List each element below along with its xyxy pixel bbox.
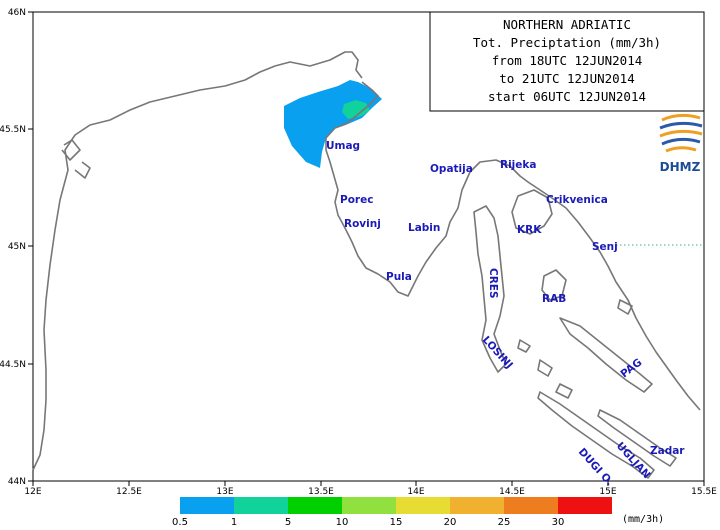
lat-tick-label: 45.5N xyxy=(0,125,26,135)
title-line-from: from 18UTC 12JUN2014 xyxy=(492,53,643,68)
legend-swatch xyxy=(234,497,288,514)
legend-bound-label: 1 xyxy=(231,517,237,528)
lon-tick-label: 15.5E xyxy=(691,487,717,497)
lat-tick-label: 44N xyxy=(8,477,26,487)
legend-bound-label: 25 xyxy=(498,517,511,528)
lon-tick-label: 15E xyxy=(599,487,616,497)
lon-tick-label: 14.5E xyxy=(499,487,525,497)
place-label-krk: KRK xyxy=(517,224,542,236)
legend-bound-label: 15 xyxy=(390,517,403,528)
lon-tick-label: 13E xyxy=(216,487,233,497)
legend-bound-label: 0.5 xyxy=(172,517,188,528)
dhmz-logo-text: DHMZ xyxy=(660,160,701,174)
lon-tick-label: 12.5E xyxy=(116,487,142,497)
title-line-region: NORTHERN ADRIATIC xyxy=(503,17,631,32)
legend-swatch xyxy=(450,497,504,514)
lon-tick-label: 14E xyxy=(407,487,424,497)
place-label-senj: Senj xyxy=(592,241,618,253)
island-small-chain xyxy=(517,299,633,399)
place-label-umag: Umag xyxy=(326,140,360,152)
legend-swatch xyxy=(396,497,450,514)
place-label-labin: Labin xyxy=(408,222,440,234)
island-cres-losinj xyxy=(473,205,507,373)
lat-tick-label: 44.5N xyxy=(0,360,26,370)
island-ugljan xyxy=(597,409,677,467)
place-label-zadar: Zadar xyxy=(650,445,685,457)
place-label-rijeka: Rijeka xyxy=(500,159,536,171)
coastline-istria xyxy=(325,81,701,411)
island-krk xyxy=(511,189,553,235)
legend-unit-label: (mm/3h) xyxy=(622,514,664,525)
title-box xyxy=(429,11,705,112)
title-line-to: to 21UTC 12JUN2014 xyxy=(499,71,634,86)
lat-axis: 46N 45.5N 45N 44.5N 44N xyxy=(0,8,33,487)
title-line-start: start 06UTC 12JUN2014 xyxy=(488,89,646,104)
legend-bound-label: 10 xyxy=(336,517,349,528)
precip-area-1-5 xyxy=(342,100,370,119)
legend-swatch xyxy=(288,497,342,514)
place-label-opatija: Opatija xyxy=(430,163,473,175)
legend-swatch xyxy=(342,497,396,514)
island-rab xyxy=(541,269,567,301)
lon-tick-label: 13.5E xyxy=(308,487,334,497)
island-dugi-otok xyxy=(537,391,655,479)
place-label-cres: CRES xyxy=(487,268,499,299)
coastline-po-delta xyxy=(61,139,91,179)
legend-swatch xyxy=(180,497,234,514)
dhmz-logo-mark xyxy=(659,113,703,153)
island-pag xyxy=(559,317,653,393)
place-label-crikvenica: Crikvenica xyxy=(546,194,608,206)
place-label-rab: RAB xyxy=(542,293,566,305)
lon-tick-label: 12E xyxy=(24,487,41,497)
dhmz-logo: DHMZ xyxy=(659,113,703,174)
legend-swatch xyxy=(504,497,558,514)
legend-bound-label: 5 xyxy=(285,517,291,528)
legend-bound-label: 30 xyxy=(552,517,565,528)
lat-tick-label: 46N xyxy=(8,8,26,18)
place-label-pula: Pula xyxy=(386,271,412,283)
place-label-rovinj: Rovinj xyxy=(344,218,381,230)
place-label-porec: Porec xyxy=(340,194,373,206)
legend-bound-label: 20 xyxy=(444,517,457,528)
lat-tick-label: 45N xyxy=(8,242,26,252)
lon-axis: 12E 12.5E 13E 13.5E 14E 14.5E 15E 15.5E xyxy=(24,481,717,497)
legend-colorbar: 0.5 1 5 10 15 20 25 30 (mm/3h) xyxy=(172,497,664,528)
legend-swatch xyxy=(558,497,612,514)
title-line-variable: Tot. Preciptation (mm/3h) xyxy=(473,35,661,50)
coastline-italy xyxy=(32,51,363,471)
